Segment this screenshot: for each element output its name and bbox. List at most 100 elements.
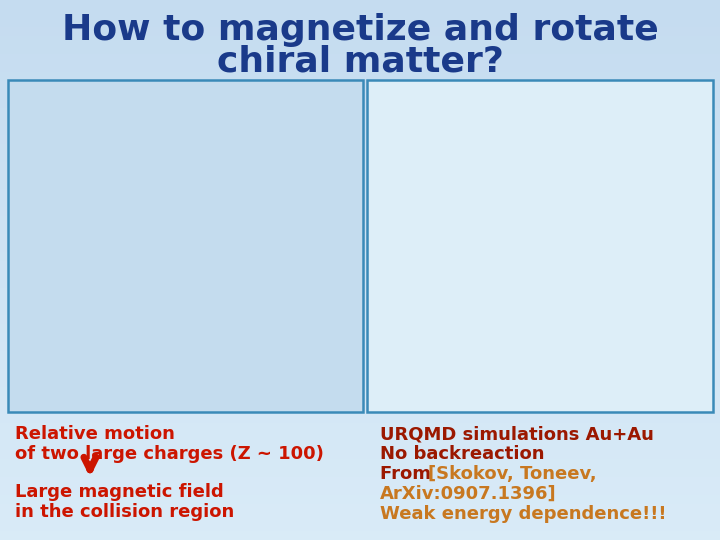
Text: π: π [192, 90, 200, 104]
E$_{lab}$=60 A GeV [401, 337, 410, 343]
X-axis label: t, fm/c: t, fm/c [523, 422, 564, 435]
Bar [0, 153, 720, 162]
E$_{lab}$=160A GeV [485, 399, 494, 405]
Bar [0, 36, 720, 45]
Bar [0, 468, 720, 477]
E$_{lab}$=160A GeV [435, 395, 444, 402]
E$_{lab}$=160A GeV [373, 399, 382, 405]
Text: [Skokov, Toneev,: [Skokov, Toneev, [428, 465, 597, 483]
Bar [0, 522, 720, 531]
Bar [0, 144, 720, 153]
E$_{lab}$=60 A GeV [474, 394, 483, 401]
Ellipse shape [50, 148, 199, 330]
Text: URQMD simulations Au+Au: URQMD simulations Au+Au [380, 425, 654, 443]
Bar [0, 423, 720, 432]
Y-axis label: eB$_y$/m$_\pi^2$: eB$_y$/m$_\pi^2$ [321, 219, 342, 265]
Text: in the collision region: in the collision region [15, 503, 234, 521]
Bar [0, 9, 720, 18]
E$_{lab}$=10A GeV [429, 372, 438, 379]
Bar [0, 441, 720, 450]
Legend: E$_{lab}$=160A GeV, E$_{lab}$=60 A GeV, E$_{lab}$=10A GeV: E$_{lab}$=160A GeV, E$_{lab}$=60 A GeV, … [587, 87, 705, 147]
Bar [0, 477, 720, 486]
E$_{lab}$=10A GeV [491, 381, 500, 388]
FancyArrow shape [299, 256, 348, 276]
Bar [0, 369, 720, 378]
Bar [0, 117, 720, 126]
Text: π: π [178, 395, 186, 409]
Bar [0, 504, 720, 513]
Bar [0, 54, 720, 63]
Bar [0, 351, 720, 360]
Text: Fireball: Fireball [245, 146, 304, 160]
E$_{lab}$=60 A GeV [463, 390, 472, 397]
Bar [0, 315, 720, 324]
Bar [0, 432, 720, 441]
Line: E$_{lab}$=160A GeV: E$_{lab}$=160A GeV [375, 303, 712, 404]
Bar [0, 234, 720, 243]
Bar [0, 189, 720, 198]
Bar [0, 243, 720, 252]
Bar [0, 459, 720, 468]
Bar [0, 324, 720, 333]
E$_{lab}$=60 A GeV [485, 396, 494, 403]
Bar [0, 396, 720, 405]
Bar [8, 80, 363, 412]
Bar [0, 171, 720, 180]
Bar [0, 45, 720, 54]
Bar [0, 297, 720, 306]
Bar [0, 306, 720, 315]
Text: b = 4 fm: b = 4 fm [394, 114, 443, 124]
Bar [0, 81, 720, 90]
Bar [0, 288, 720, 297]
E$_{lab}$=160A GeV [390, 302, 398, 309]
E$_{lab}$=10A GeV [463, 375, 472, 382]
Bar [0, 378, 720, 387]
Bar [0, 135, 720, 144]
Bar [0, 495, 720, 504]
Bar [0, 225, 720, 234]
E$_{lab}$=60 A GeV [706, 399, 714, 405]
E$_{lab}$=160A GeV [474, 399, 483, 405]
Bar [0, 513, 720, 522]
Bar [0, 27, 720, 36]
E$_{lab}$=10A GeV [474, 377, 483, 384]
Text: ArXiv:0907.1396]: ArXiv:0907.1396] [380, 485, 557, 503]
Ellipse shape [150, 183, 207, 316]
Bar [0, 18, 720, 27]
E$_{lab}$=60 A GeV [491, 397, 500, 404]
Bar [0, 486, 720, 495]
Text: Large magnetic field: Large magnetic field [15, 483, 224, 501]
E$_{lab}$=160A GeV [463, 399, 472, 405]
Bar [0, 180, 720, 189]
Text: Weak energy dependence!!!: Weak energy dependence!!! [380, 505, 667, 523]
Bar [0, 162, 720, 171]
Text: π: π [224, 402, 233, 416]
Text: Relative motion: Relative motion [15, 425, 175, 443]
Bar [0, 270, 720, 279]
Text: No backreaction: No backreaction [380, 445, 544, 463]
Text: How to magnetize and rotate: How to magnetize and rotate [62, 13, 658, 47]
Bar [0, 90, 720, 99]
Bar [367, 80, 713, 412]
Text: of two large charges (Z ~ 100): of two large charges (Z ~ 100) [15, 445, 324, 463]
Bar [0, 72, 720, 81]
Bar [0, 198, 720, 207]
Line: E$_{lab}$=60 A GeV: E$_{lab}$=60 A GeV [375, 338, 712, 404]
Text: +: + [222, 256, 240, 276]
Ellipse shape [72, 180, 143, 273]
E$_{lab}$=10A GeV [435, 372, 444, 379]
Bar [0, 531, 720, 540]
Bar [0, 126, 720, 135]
E$_{lab}$=60 A GeV [373, 399, 382, 405]
E$_{lab}$=10A GeV [706, 399, 714, 405]
Bar [0, 0, 720, 9]
Text: +: + [104, 224, 125, 248]
Text: From: From [380, 465, 437, 483]
Bar [0, 405, 720, 414]
Text: RP: RP [263, 205, 286, 220]
Line: E$_{lab}$=10A GeV: E$_{lab}$=10A GeV [375, 373, 712, 404]
Polygon shape [43, 196, 328, 313]
Bar [0, 360, 720, 369]
E$_{lab}$=10A GeV [485, 380, 494, 387]
E$_{lab}$=160A GeV [587, 399, 595, 405]
